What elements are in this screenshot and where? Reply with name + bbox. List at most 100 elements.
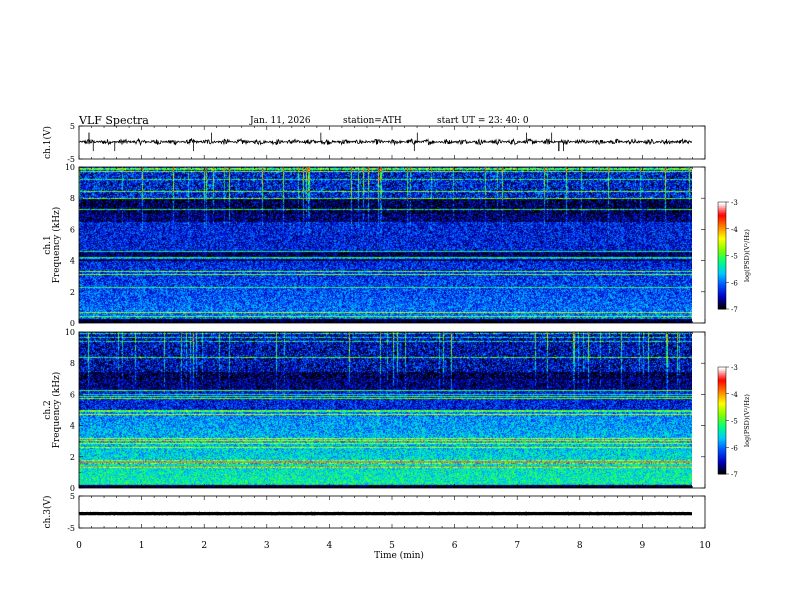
colorbar-cell	[718, 221, 726, 224]
colorbar-cell	[718, 456, 726, 459]
colorbar-cell	[718, 216, 726, 219]
colorbar-cell	[718, 285, 726, 289]
colorbar-cell	[718, 461, 726, 464]
x-tick-label: 10	[699, 541, 711, 551]
colorbar-cell	[718, 436, 726, 439]
colorbar-cell	[718, 377, 726, 380]
colorbar-cell	[718, 406, 726, 409]
colorbar-cell	[718, 383, 726, 386]
colorbar-cell	[718, 420, 726, 423]
colorbar-cell	[718, 287, 726, 290]
colorbar-cell	[718, 370, 726, 373]
colorbar-cell	[718, 411, 726, 414]
colorbar-cell	[718, 441, 726, 445]
time-axis: 0 1 2 3 4 5 6 7 8 9 10	[76, 541, 711, 551]
colorbar-cell	[718, 303, 726, 306]
colorbar-cell	[718, 457, 726, 461]
colorbar-cell	[718, 212, 726, 215]
colorbar-cell	[718, 203, 726, 207]
colorbar-cell	[718, 404, 726, 407]
colorbar-cell	[718, 367, 726, 370]
colorbar-cell	[718, 278, 726, 281]
spectrogram-image	[79, 332, 692, 488]
colorbar-cell	[718, 230, 726, 233]
y-tick-label: 0	[70, 319, 75, 328]
colorbar-cell	[718, 418, 726, 421]
colorbar-cell	[718, 271, 726, 274]
y-tick-label: 5	[70, 122, 75, 131]
colorbar-tick-label: -6	[731, 444, 738, 452]
colorbar-cell	[718, 413, 726, 416]
colorbar-cell	[718, 202, 726, 205]
colorbar-cell	[718, 391, 726, 395]
colorbar-cell	[718, 305, 726, 308]
colorbar-cell	[718, 291, 726, 294]
start-ut-label: start UT = 23: 40: 0	[437, 116, 529, 126]
y-tick-label: 4	[70, 422, 75, 431]
x-tick-label: 9	[640, 541, 646, 551]
y-tick-label: 6	[70, 390, 75, 399]
y-tick-label: 10	[65, 328, 75, 337]
x-axis-label: Time (min)	[374, 550, 424, 561]
colorbar-cell	[718, 454, 726, 457]
colorbar-tick-label: -6	[731, 279, 738, 287]
colorbar-tick-label: -5	[731, 253, 738, 261]
colorbar-cell	[718, 294, 726, 298]
colorbar-cell	[718, 255, 726, 258]
y-axis-label: ch.3(V)	[42, 496, 53, 529]
colorbar-cell	[718, 434, 726, 438]
colorbar-tick-label: -3	[731, 199, 738, 207]
colorbar-cell	[718, 440, 726, 443]
colorbar-cell	[718, 260, 726, 264]
colorbar-cell	[718, 228, 726, 232]
colorbar-cell	[718, 207, 726, 210]
colorbar-cell	[718, 307, 726, 310]
colorbar-cell	[718, 470, 726, 473]
colorbar-cell	[718, 266, 726, 269]
colorbar-cell	[718, 250, 726, 253]
y-tick-label: 6	[70, 225, 75, 234]
y-tick-label: 2	[70, 453, 75, 462]
colorbar-cell	[718, 264, 726, 267]
colorbar-cell	[718, 205, 726, 208]
colorbar-cell	[718, 466, 726, 470]
y-axis-label: Frequency (kHz)	[51, 372, 62, 449]
colorbar-cell	[718, 463, 726, 466]
colorbar-tick-label: -5	[731, 418, 738, 426]
colorbar-cell	[718, 374, 726, 377]
colorbar-cell	[718, 447, 726, 450]
colorbar-cell	[718, 241, 726, 244]
x-tick-label: 4	[327, 541, 333, 551]
colorbar-cell	[718, 214, 726, 217]
colorbar-cell	[718, 425, 726, 429]
colorbar-cell	[718, 296, 726, 299]
y-axis-label: Frequency (kHz)	[51, 207, 62, 284]
colorbar-cell	[718, 452, 726, 455]
ch2-colorbar: -3 -4 -5 -6 -7 log(PSD)(V²/Hz)	[717, 364, 751, 479]
colorbar-cell	[718, 239, 726, 242]
colorbar-cell	[718, 253, 726, 256]
colorbar-cell	[718, 259, 726, 262]
colorbar-cell	[718, 424, 726, 427]
y-tick-label: 2	[70, 288, 75, 297]
colorbar-cell	[718, 431, 726, 434]
y-axis-label: ch.2	[43, 400, 53, 419]
y-tick-label: 4	[70, 257, 75, 266]
colorbar-cell	[718, 409, 726, 413]
colorbar-tick-label: -4	[731, 391, 738, 399]
colorbar-cell	[718, 267, 726, 271]
colorbar-cell	[718, 408, 726, 411]
colorbar-cell	[718, 244, 726, 248]
colorbar-cell	[718, 300, 726, 303]
colorbar-cell	[718, 246, 726, 249]
colorbar-cell	[718, 292, 726, 296]
ch3-waveform-panel: 5 -5 ch.3(V)	[42, 492, 706, 533]
colorbar-cell	[718, 402, 726, 405]
y-tick-label: -5	[67, 155, 75, 164]
colorbar-cell	[718, 273, 726, 276]
station-label: station=ATH	[343, 116, 402, 126]
colorbar-cell	[718, 218, 726, 221]
colorbar-cell	[718, 465, 726, 468]
colorbar-cell	[718, 432, 726, 436]
